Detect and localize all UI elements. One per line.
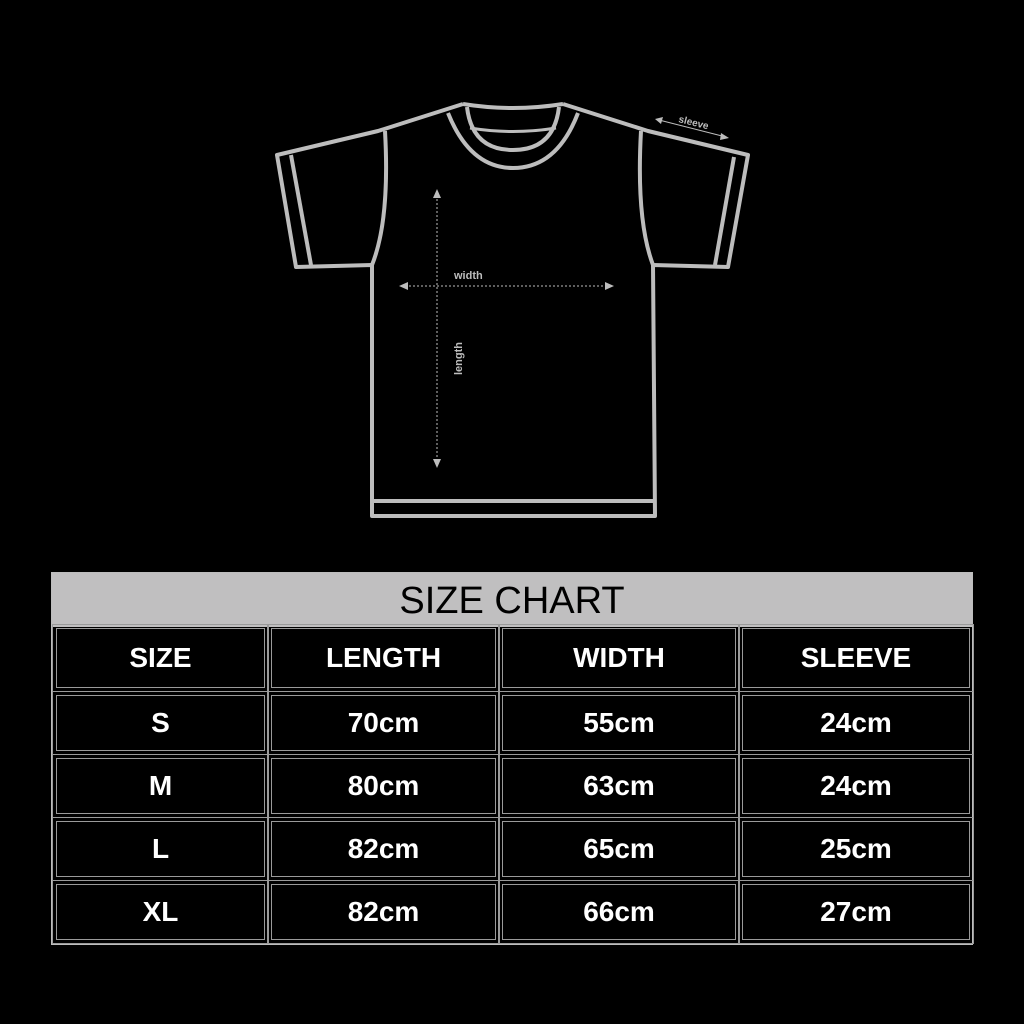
header-cell: LENGTH — [267, 624, 500, 692]
table-cell: XL — [52, 880, 269, 944]
table-cell: 82cm — [267, 817, 500, 881]
arrowhead — [605, 282, 614, 290]
arrowhead — [720, 133, 729, 140]
table-cell: 65cm — [498, 817, 740, 881]
width-label: width — [453, 270, 483, 282]
size-chart-table: SIZE CHART SIZE LENGTH WIDTH SLEEVE S 70cm 55c… — [51, 572, 974, 945]
tshirt-diagram: width length sleeve — [275, 102, 750, 518]
collar-rib — [469, 126, 557, 133]
header-cell: SIZE — [52, 624, 269, 692]
arrowhead — [433, 459, 441, 468]
table-cell: 66cm — [498, 880, 740, 944]
table-cell: 25cm — [738, 817, 974, 881]
collar-inner — [462, 102, 564, 110]
header-cell: WIDTH — [498, 624, 740, 692]
arrowhead — [399, 282, 408, 290]
table-cell: 24cm — [738, 691, 974, 755]
sleeve-label: sleeve — [677, 114, 710, 132]
table-cell: S — [52, 691, 269, 755]
header-cell: SLEEVE — [738, 624, 974, 692]
arrowhead — [433, 189, 441, 198]
table-cell: 80cm — [267, 754, 500, 818]
right-armhole — [637, 130, 655, 266]
table-cell: M — [52, 754, 269, 818]
table-cell: 55cm — [498, 691, 740, 755]
table-cell: L — [52, 817, 269, 881]
sleeve-arrow — [658, 119, 727, 138]
table-cell: 27cm — [738, 880, 974, 944]
right-cuff — [713, 156, 736, 266]
table-cell: 24cm — [738, 754, 974, 818]
collar-outer — [446, 112, 580, 170]
shirt-outline — [275, 102, 750, 518]
length-label: length — [453, 342, 465, 375]
table-title: SIZE CHART — [52, 573, 972, 627]
left-armhole — [370, 130, 389, 266]
table-cell: 70cm — [267, 691, 500, 755]
arrowhead — [655, 117, 663, 124]
left-cuff — [289, 154, 313, 266]
table-cell: 82cm — [267, 880, 500, 944]
table-cell: 63cm — [498, 754, 740, 818]
